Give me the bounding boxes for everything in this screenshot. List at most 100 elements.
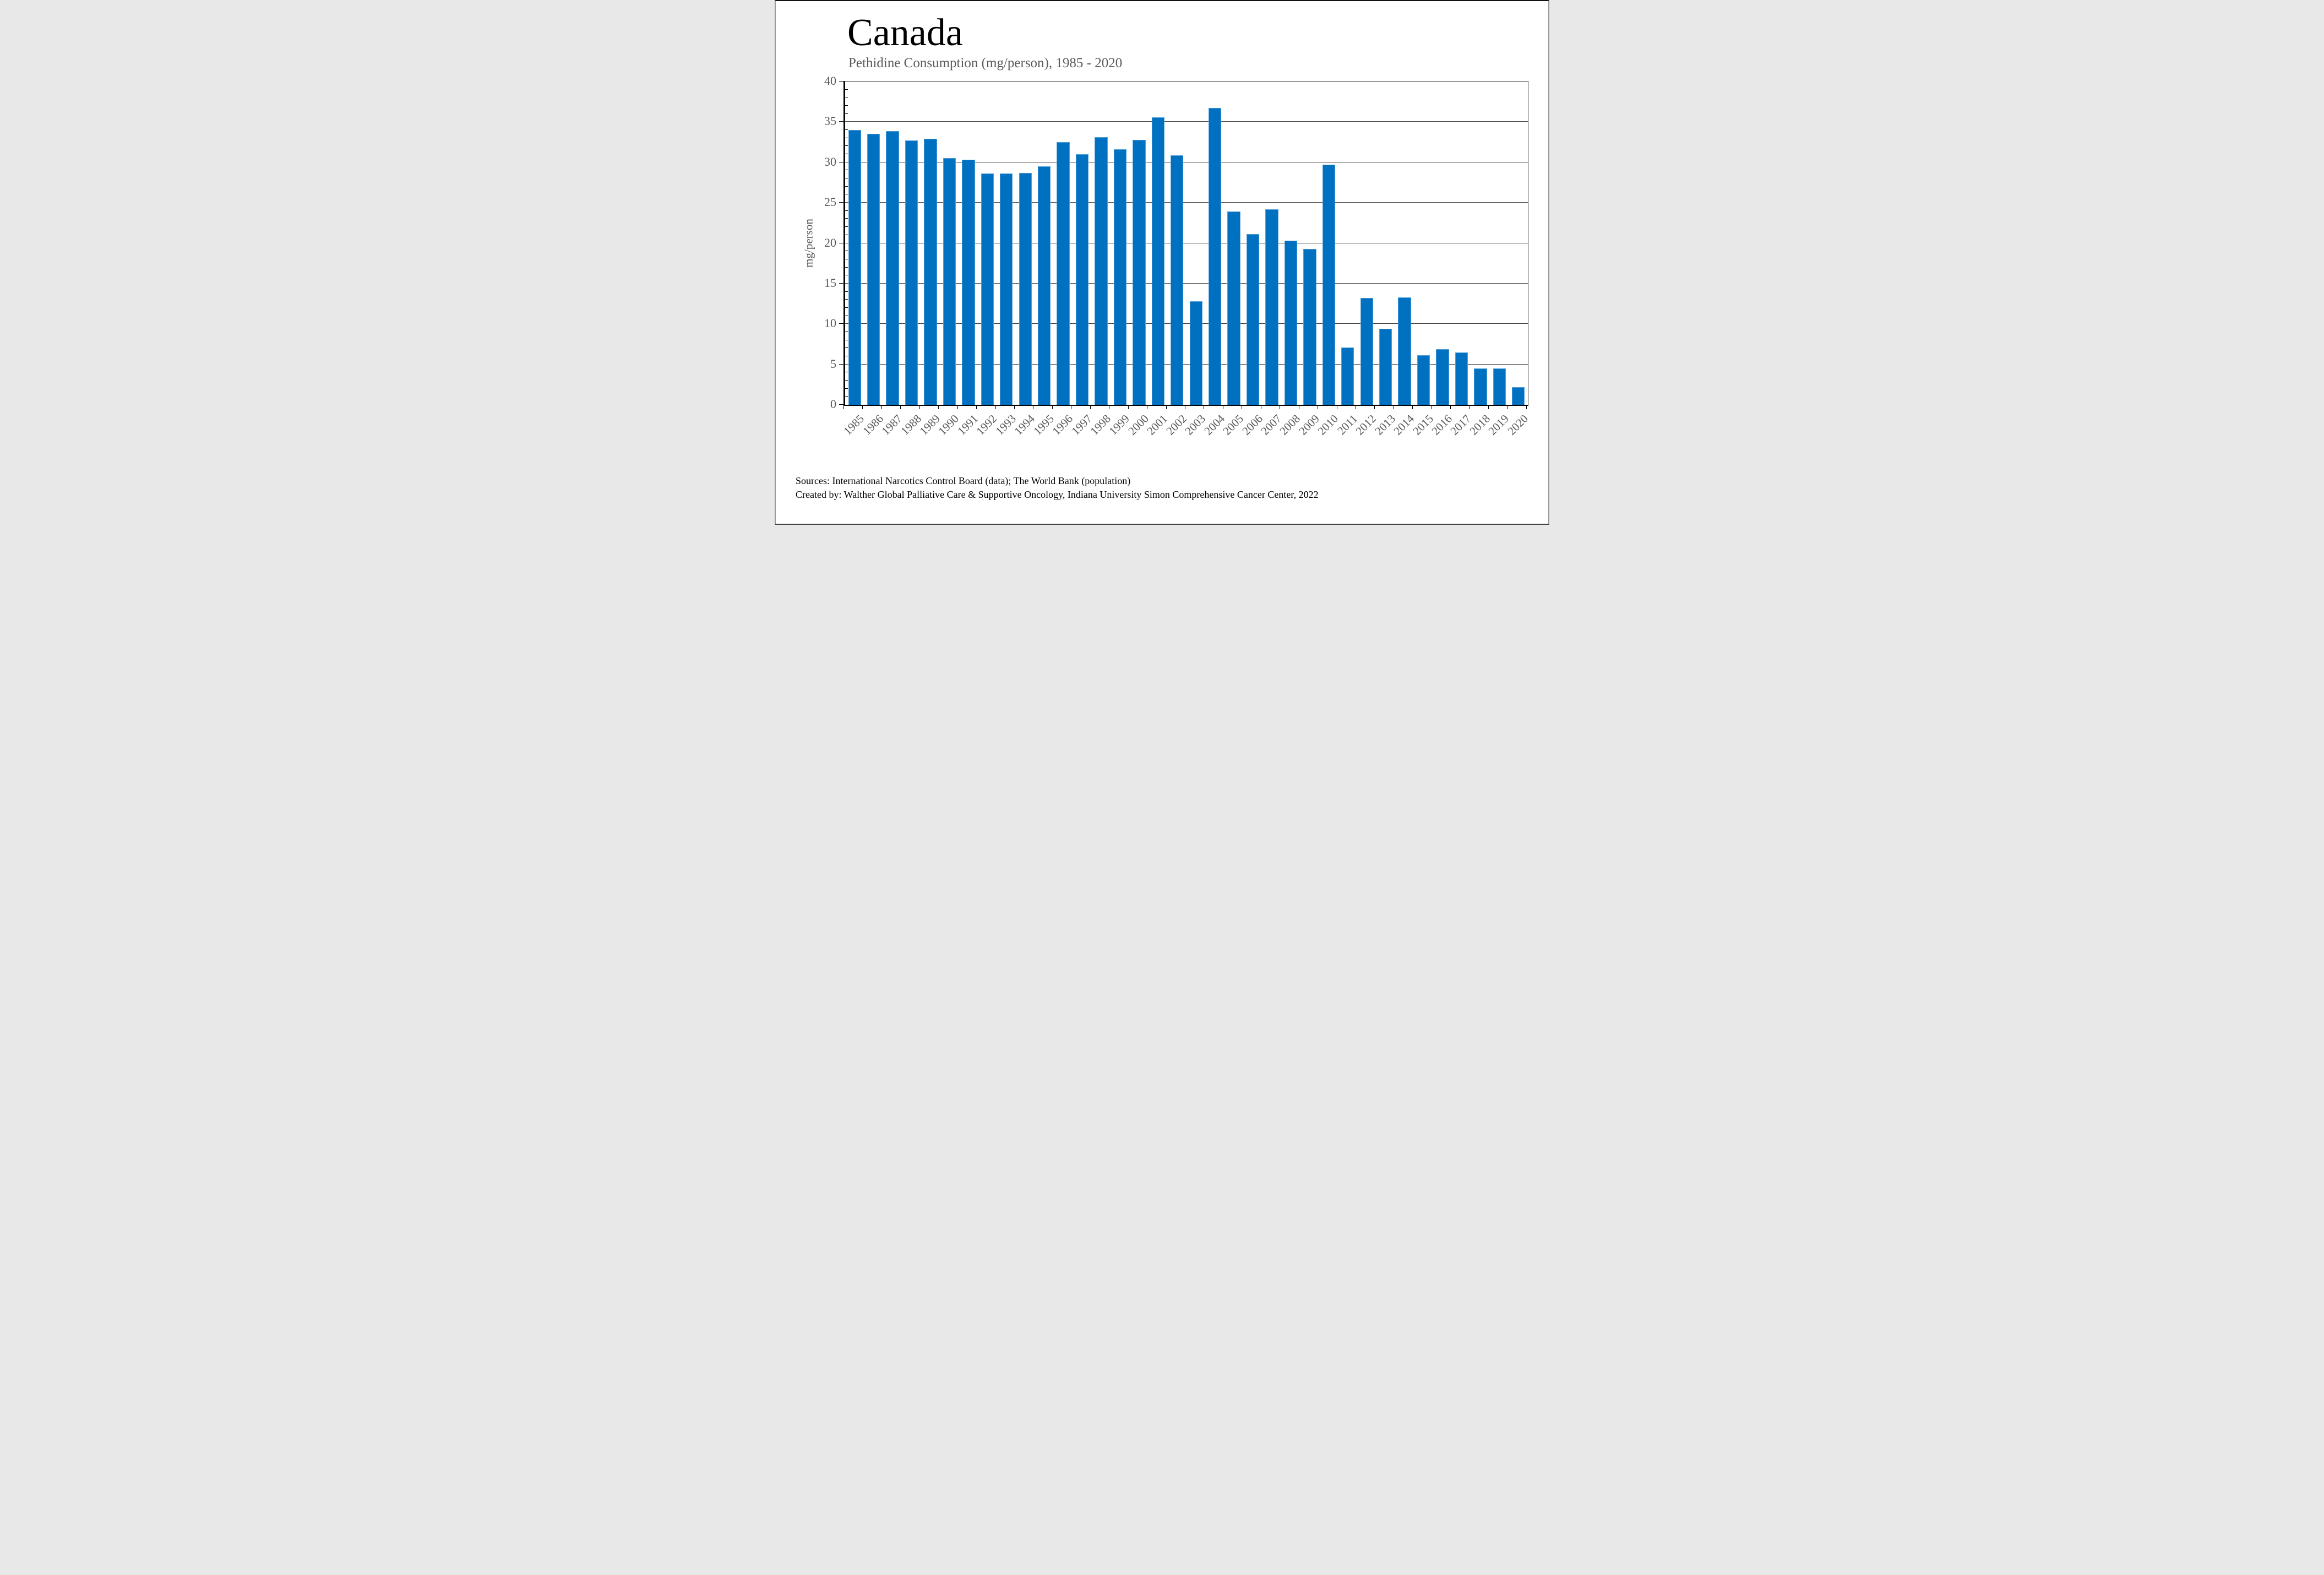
bar-2015 [1417, 355, 1430, 405]
y-tick-label-5: 5 [830, 356, 836, 371]
y-tick-label-30: 30 [824, 154, 836, 169]
y-minor-tick [845, 307, 848, 308]
y-tick-label-35: 35 [824, 114, 836, 128]
bar-2013 [1379, 329, 1392, 405]
y-minor-tick [845, 105, 848, 106]
footer-created-by-line: Created by: Walther Global Palliative Ca… [796, 489, 1319, 500]
bar-2001 [1151, 117, 1165, 405]
y-minor-tick [845, 388, 848, 389]
x-axis-tick [1412, 405, 1413, 409]
x-axis-tick [957, 405, 958, 409]
x-axis-tick [900, 405, 901, 409]
y-minor-tick [845, 129, 848, 131]
bar-1999 [1113, 149, 1127, 405]
chart-page: Canada Pethidine Consumption (mg/person)… [775, 0, 1549, 525]
y-major-tick-15 [839, 283, 843, 284]
bar-1987 [886, 131, 899, 405]
bar-1986 [867, 134, 880, 405]
y-tick-label-40: 40 [824, 74, 836, 88]
bar-2004 [1208, 108, 1222, 405]
y-minor-tick [845, 89, 848, 90]
bar-1996 [1057, 142, 1070, 405]
x-axis-tick [1014, 405, 1015, 409]
y-tick-label-10: 10 [824, 316, 836, 330]
bar-2014 [1398, 297, 1411, 405]
y-major-tick-25 [839, 202, 843, 203]
bar-2016 [1436, 349, 1449, 405]
y-minor-tick [845, 226, 848, 227]
gridline-35 [845, 121, 1528, 122]
bar-2005 [1227, 211, 1240, 405]
x-axis-tick [1166, 405, 1167, 409]
bar-1995 [1037, 166, 1051, 405]
x-axis-tick [1374, 405, 1375, 409]
y-tick-label-0: 0 [830, 397, 836, 411]
y-minor-tick [845, 299, 848, 300]
x-axis-tick [881, 405, 882, 409]
footer-sources-line: Sources: International Narcotics Control… [796, 475, 1131, 486]
x-axis-tick [1488, 405, 1489, 409]
y-major-tick-0 [839, 404, 843, 405]
x-axis-tick [1128, 405, 1129, 409]
gridline-5 [845, 363, 1528, 365]
bar-2011 [1341, 347, 1354, 405]
chart-subtitle: Pethidine Consumption (mg/person), 1985 … [848, 56, 1123, 70]
plot-area [843, 81, 1528, 406]
x-axis-tick [919, 405, 920, 409]
y-minor-tick [845, 145, 848, 146]
bar-1985 [848, 130, 861, 405]
y-minor-tick [845, 210, 848, 211]
x-tick-label-2020: 2020 [1505, 412, 1531, 438]
y-minor-tick [845, 379, 848, 381]
x-axis-tick [995, 405, 996, 409]
y-tick-label-20: 20 [824, 235, 836, 249]
bar-2009 [1303, 248, 1316, 405]
x-axis-tick [1052, 405, 1053, 409]
x-axis-tick [1090, 405, 1091, 409]
y-major-tick-10 [839, 323, 843, 324]
y-major-tick-5 [839, 363, 843, 365]
gridline-15 [845, 283, 1528, 284]
y-minor-tick [845, 113, 848, 114]
gridline-10 [845, 323, 1528, 324]
y-minor-tick [845, 396, 848, 397]
bar-2017 [1455, 352, 1468, 405]
bar-1992 [981, 173, 994, 405]
bar-2018 [1474, 368, 1487, 405]
y-major-tick-35 [839, 121, 843, 122]
y-minor-tick [845, 347, 848, 349]
chart-footer: Sources: International Narcotics Control… [796, 474, 1319, 502]
bar-1989 [924, 139, 937, 405]
bar-1988 [905, 140, 918, 405]
x-axis-tick [976, 405, 977, 409]
x-axis-tick [1507, 405, 1508, 409]
x-axis-tick [843, 405, 844, 409]
bar-2006 [1246, 234, 1260, 405]
x-axis-tick [1450, 405, 1451, 409]
bar-2000 [1133, 139, 1146, 405]
y-major-tick-40 [839, 81, 843, 82]
bar-1997 [1075, 154, 1089, 405]
x-axis-tick [1469, 405, 1470, 409]
bar-2008 [1284, 241, 1298, 405]
bar-2003 [1189, 301, 1202, 405]
bar-1991 [962, 160, 975, 405]
x-axis-tick [862, 405, 863, 409]
bar-1993 [1000, 173, 1013, 405]
bar-1998 [1095, 137, 1108, 405]
y-tick-label-15: 15 [824, 275, 836, 290]
bar-2019 [1493, 368, 1506, 405]
bar-2002 [1171, 155, 1184, 405]
bar-2007 [1265, 209, 1278, 405]
y-minor-tick [845, 291, 848, 292]
bar-1990 [943, 158, 956, 405]
bar-1994 [1019, 172, 1032, 405]
y-minor-tick [845, 267, 848, 268]
y-minor-tick [845, 186, 848, 187]
x-axis-tick [1526, 405, 1527, 409]
y-tick-label-25: 25 [824, 195, 836, 209]
x-axis-tick [938, 405, 939, 409]
gridline-25 [845, 202, 1528, 203]
y-minor-tick [845, 218, 848, 219]
bar-2020 [1512, 387, 1525, 405]
